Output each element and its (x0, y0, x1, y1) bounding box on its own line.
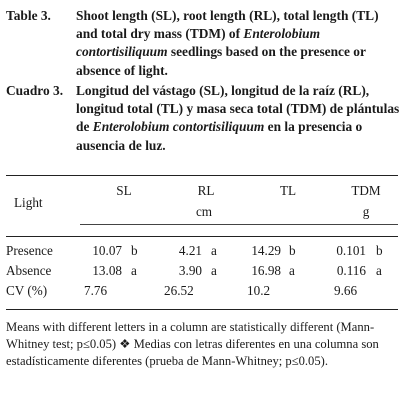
cell-tl: 16.98 (251, 263, 281, 278)
row-header-light: Light (14, 195, 43, 210)
column-header-tdm: TDM (351, 183, 381, 198)
column-header-rl: RL (197, 183, 215, 198)
letter-rl: a (211, 263, 217, 278)
letter-sl: b (131, 243, 138, 258)
cell-sl: 10.07 (92, 243, 122, 258)
row-label-cv: CV (%) (6, 283, 48, 298)
caption-label: Table 3. (6, 8, 51, 23)
cell-tl: 14.29 (251, 243, 281, 258)
cell-tdm: 0.116 (336, 263, 366, 278)
caption-text: en la presencia o ausencia de luz. (76, 119, 363, 153)
table-caption-spanish: Cuadro 3. Longitud del vástago (SL), long… (6, 82, 400, 155)
caption-text: seedlings based on the presence or absen… (76, 44, 366, 78)
caption-text: Shoot length (SL), root length (RL), tot… (76, 8, 379, 42)
letter-tdm: a (376, 263, 382, 278)
cell-tdm: 0.101 (336, 243, 366, 258)
table-header-rule (6, 236, 398, 237)
cell-tl: 10.2 (247, 283, 271, 298)
table-top-rule (6, 175, 398, 177)
caption-label: Cuadro 3. (6, 83, 64, 98)
cell-sl: 13.08 (92, 263, 122, 278)
caption-text: Longitud del vástago (SL), longitud de l… (76, 83, 400, 135)
table-footnote: Means with different letters in a column… (6, 319, 400, 371)
letter-rl: a (211, 243, 217, 258)
species-name: Enterolobium contortisiliquum (92, 119, 265, 135)
row-label-presence: Presence (6, 243, 53, 258)
column-header-tl: TL (279, 183, 297, 198)
footnote-text: Means with different letters in a column… (6, 320, 379, 369)
letter-tl: a (289, 263, 295, 278)
row-label-absence: Absence (6, 263, 52, 278)
letter-sl: a (131, 263, 137, 278)
cell-rl: 26.52 (164, 283, 194, 298)
cell-tdm: 9.66 (334, 283, 358, 298)
cell-sl: 7.76 (84, 283, 108, 298)
cell-rl: 4.21 (178, 243, 202, 258)
table-caption-english: Table 3. Shoot length (SL), root length (… (6, 7, 400, 80)
table-bottom-rule (6, 309, 398, 311)
letter-tdm: b (376, 243, 383, 258)
species-name: Enterolobium contortisiliquum (76, 26, 321, 60)
column-header-sl: SL (116, 183, 132, 198)
unit-cm: cm (195, 204, 213, 219)
unit-g: g (362, 204, 370, 219)
cell-rl: 3.90 (178, 263, 202, 278)
unit-rule (80, 224, 398, 225)
letter-tl: b (289, 243, 296, 258)
